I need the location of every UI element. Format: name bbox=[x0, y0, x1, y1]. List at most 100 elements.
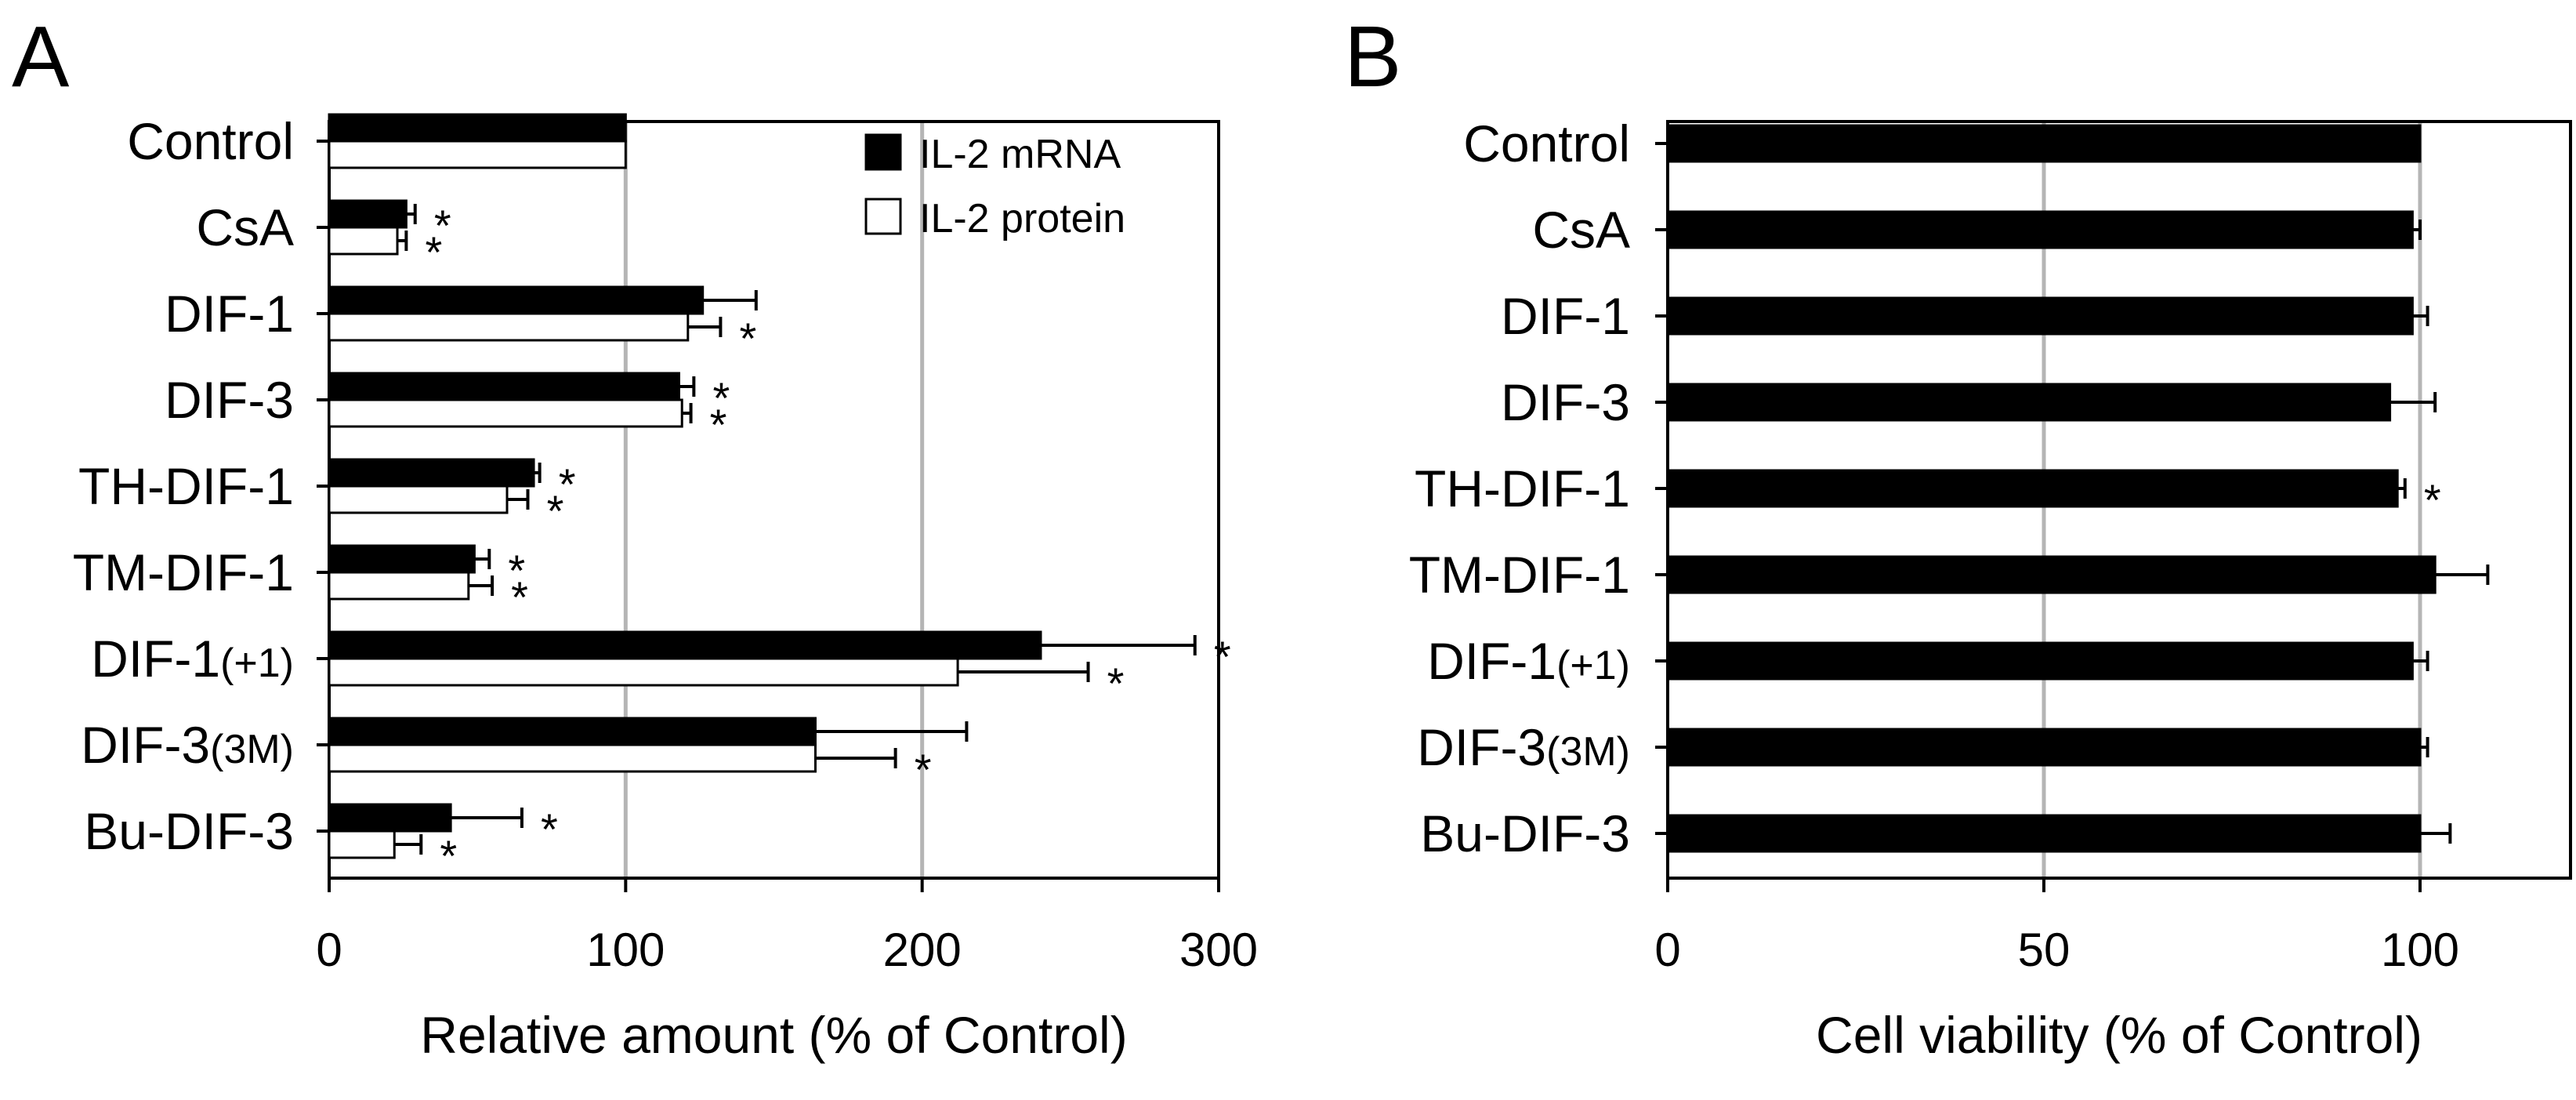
category-label: DIF-1(+1) bbox=[1427, 632, 1630, 690]
category-label: DIF-3 bbox=[1501, 373, 1630, 431]
significance-marker: * bbox=[511, 572, 528, 622]
bar bbox=[1666, 210, 2414, 249]
legend-label: IL-2 mRNA bbox=[919, 132, 1121, 177]
bar bbox=[328, 717, 817, 746]
bar bbox=[328, 398, 683, 428]
category-name: Bu-DIF-3 bbox=[84, 802, 294, 860]
category-name: DIF-3 bbox=[81, 716, 210, 774]
significance-marker: * bbox=[434, 201, 451, 250]
bar bbox=[1666, 641, 2414, 681]
category-name: Control bbox=[1463, 114, 1630, 172]
x-tick-label: 300 bbox=[1179, 924, 1258, 976]
category-name: DIF-1 bbox=[165, 285, 294, 343]
significance-marker: * bbox=[1214, 632, 1231, 681]
bar bbox=[328, 743, 817, 773]
bar bbox=[328, 544, 476, 574]
x-tick-label: 50 bbox=[2018, 924, 2071, 976]
bar bbox=[1666, 728, 2422, 767]
bar bbox=[328, 140, 627, 169]
category-label: DIF-1(+1) bbox=[91, 630, 294, 688]
category-label: Bu-DIF-3 bbox=[84, 802, 294, 860]
significance-marker: * bbox=[508, 546, 525, 595]
category-label: Control bbox=[127, 112, 294, 170]
bar bbox=[328, 803, 452, 833]
bar bbox=[1666, 124, 2422, 163]
category-name: TM-DIF-1 bbox=[1409, 546, 1630, 604]
significance-marker: * bbox=[541, 804, 558, 854]
category-name: CsA bbox=[1532, 201, 1630, 259]
category-suffix: (+1) bbox=[1556, 643, 1630, 688]
category-label: DIF-3(3M) bbox=[81, 716, 294, 774]
category-name: DIF-3 bbox=[165, 371, 294, 429]
x-axis-label: Cell viability (% of Control) bbox=[1816, 1006, 2422, 1064]
bar bbox=[1666, 469, 2399, 508]
category-label: CsA bbox=[196, 198, 294, 256]
category-name: DIF-1 bbox=[91, 630, 220, 688]
category-label: DIF-3(3M) bbox=[1417, 718, 1630, 776]
category-name: TH-DIF-1 bbox=[78, 457, 294, 515]
panel-letter: A bbox=[12, 9, 70, 105]
significance-marker: * bbox=[425, 227, 442, 277]
bar bbox=[328, 113, 627, 143]
category-label: DIF-3 bbox=[165, 371, 294, 429]
category-label: Bu-DIF-3 bbox=[1420, 804, 1630, 862]
category-label: TM-DIF-1 bbox=[73, 543, 294, 601]
category-name: Control bbox=[127, 112, 294, 170]
bar bbox=[328, 285, 705, 315]
category-suffix: (3M) bbox=[210, 727, 294, 772]
category-name: TH-DIF-1 bbox=[1415, 459, 1630, 517]
bar bbox=[328, 226, 399, 256]
bar bbox=[1666, 296, 2414, 336]
category-label: CsA bbox=[1532, 201, 1630, 259]
legend-label: IL-2 protein bbox=[919, 196, 1125, 241]
x-tick-label: 100 bbox=[2381, 924, 2459, 976]
bar bbox=[328, 830, 396, 859]
x-tick-label: 0 bbox=[316, 924, 342, 976]
category-label: TH-DIF-1 bbox=[78, 457, 294, 515]
category-name: DIF-3 bbox=[1501, 373, 1630, 431]
category-suffix: (+1) bbox=[220, 641, 294, 686]
category-name: Bu-DIF-3 bbox=[1420, 804, 1630, 862]
category-name: DIF-1 bbox=[1501, 287, 1630, 345]
x-tick-label: 200 bbox=[883, 924, 962, 976]
legend-swatch bbox=[864, 198, 902, 235]
x-tick-label: 100 bbox=[586, 924, 665, 976]
x-tick-label: 0 bbox=[1654, 924, 1680, 976]
category-name: CsA bbox=[196, 198, 294, 256]
bar bbox=[328, 571, 470, 601]
category-name: TM-DIF-1 bbox=[73, 543, 294, 601]
category-name: DIF-3 bbox=[1417, 718, 1546, 776]
panel-b: B 0 50 100 Cell viability (% of Control) Cont… bbox=[1344, 9, 2572, 1064]
significance-marker: * bbox=[440, 831, 457, 880]
bar bbox=[328, 458, 535, 488]
significance-marker: * bbox=[1107, 659, 1125, 708]
bar bbox=[328, 372, 680, 401]
bar bbox=[328, 312, 690, 342]
significance-marker: * bbox=[559, 459, 576, 509]
significance-marker: * bbox=[547, 486, 564, 535]
legend-swatch bbox=[864, 133, 902, 171]
bar bbox=[328, 657, 959, 687]
significance-marker: * bbox=[710, 400, 727, 449]
category-label: TH-DIF-1 bbox=[1415, 459, 1630, 517]
bar bbox=[328, 199, 408, 229]
bar bbox=[328, 485, 509, 514]
category-label: DIF-1 bbox=[1501, 287, 1630, 345]
category-label: Control bbox=[1463, 114, 1630, 172]
bar bbox=[328, 630, 1042, 660]
legend: IL-2 mRNA IL-2 protein bbox=[864, 132, 1125, 241]
panel-letter: B bbox=[1344, 9, 1401, 105]
bar bbox=[1666, 555, 2437, 594]
panel-a: A 0 100 200 300 Relative amount (% of Control… bbox=[12, 9, 1258, 1064]
category-label: TM-DIF-1 bbox=[1409, 546, 1630, 604]
significance-marker: * bbox=[915, 745, 932, 794]
category-label: DIF-1 bbox=[165, 285, 294, 343]
significance-marker: * bbox=[712, 373, 730, 423]
category-suffix: (3M) bbox=[1546, 729, 1630, 775]
bar bbox=[1666, 814, 2422, 853]
significance-marker: * bbox=[2424, 475, 2441, 525]
category-name: DIF-1 bbox=[1427, 632, 1556, 690]
bar bbox=[1666, 383, 2392, 422]
